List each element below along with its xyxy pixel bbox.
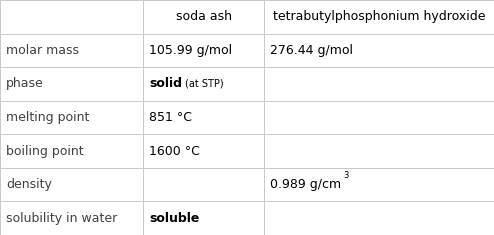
Text: solid: solid: [149, 77, 182, 90]
Text: tetrabutylphosphonium hydroxide: tetrabutylphosphonium hydroxide: [273, 10, 486, 23]
Text: molar mass: molar mass: [6, 44, 79, 57]
Text: boiling point: boiling point: [6, 145, 83, 158]
Text: 276.44 g/mol: 276.44 g/mol: [270, 44, 353, 57]
Text: solubility in water: solubility in water: [6, 212, 117, 225]
Text: soluble: soluble: [149, 212, 200, 225]
Text: soda ash: soda ash: [176, 10, 232, 23]
Text: 3: 3: [343, 171, 349, 180]
Text: 851 °C: 851 °C: [149, 111, 192, 124]
Text: density: density: [6, 178, 52, 191]
Text: 1600 °C: 1600 °C: [149, 145, 200, 158]
Text: 105.99 g/mol: 105.99 g/mol: [149, 44, 232, 57]
Text: 0.989 g/cm: 0.989 g/cm: [270, 178, 341, 191]
Text: (at STP): (at STP): [185, 79, 223, 89]
Text: melting point: melting point: [6, 111, 89, 124]
Text: phase: phase: [6, 77, 43, 90]
